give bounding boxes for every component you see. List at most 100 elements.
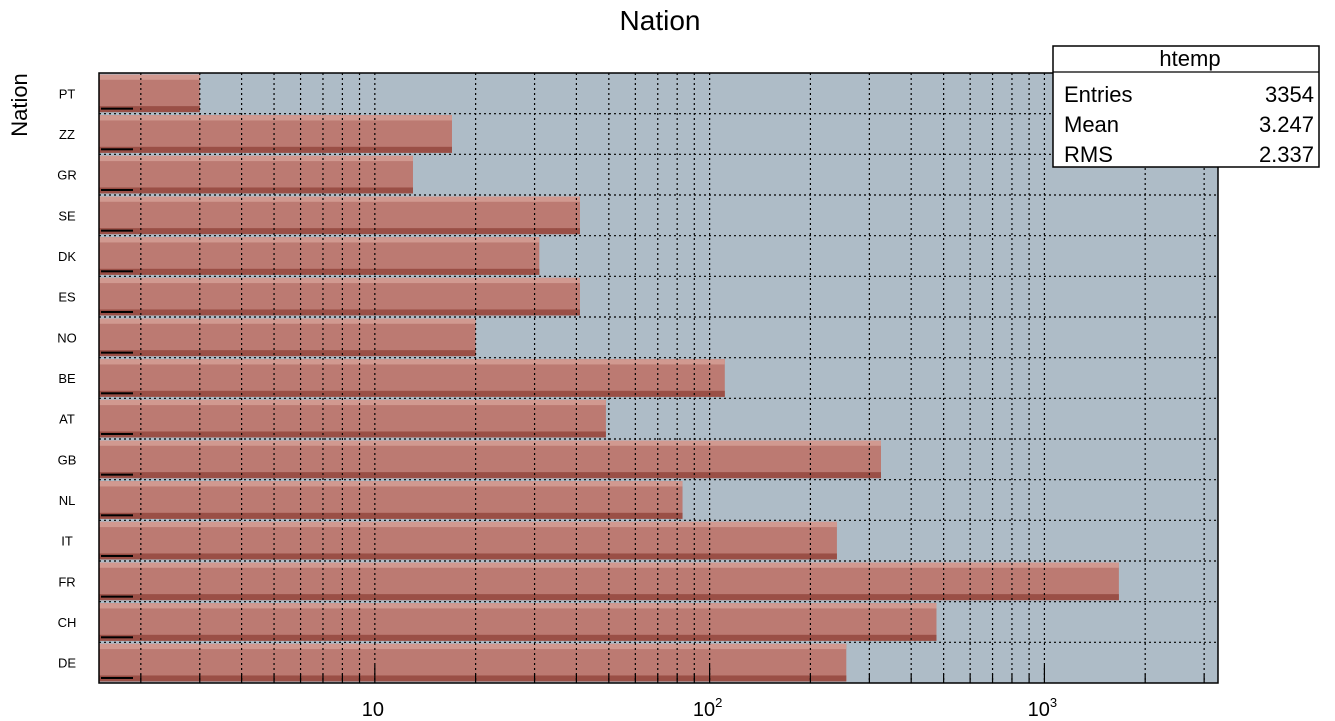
bar-baseline-mark [101, 392, 133, 395]
bar-highlight [99, 74, 200, 80]
bar-shadow [99, 512, 683, 519]
bar-highlight [99, 359, 725, 365]
bar-no [99, 318, 476, 357]
bar-highlight [99, 603, 937, 609]
x-tick-label: 103 [1028, 695, 1057, 721]
bar-highlight [99, 521, 837, 528]
bar-baseline-mark [101, 188, 133, 191]
bar-highlight [99, 196, 580, 202]
bar-de [99, 643, 847, 682]
bar-body [99, 521, 837, 560]
category-label: FR [58, 574, 75, 589]
bar-baseline-mark [101, 107, 133, 110]
stats-box-title: htemp [1159, 46, 1220, 71]
plot-frame [98, 72, 1219, 684]
bar-highlight [99, 481, 683, 487]
stats-entries-label: Entries [1064, 82, 1132, 107]
bar-baseline-mark [101, 554, 133, 557]
bar-shadow [99, 106, 200, 113]
stats-mean-label: Mean [1064, 112, 1119, 137]
stats-box: htemp Entries 3354 Mean 3.247 RMS 2.337 [1052, 45, 1320, 168]
category-label: BE [58, 371, 76, 386]
chart-title: Nation [620, 5, 701, 36]
bar-body [99, 440, 881, 479]
x-axis-ticks [140, 665, 1205, 683]
stats-rms-value: 2.337 [1259, 142, 1314, 167]
x-tick-labels: 10 102 103 [362, 695, 1057, 721]
bar-baseline-mark [101, 514, 133, 517]
bar-be [99, 359, 725, 397]
y-axis-label: Nation [7, 73, 32, 137]
bar-highlight [99, 562, 1119, 568]
bar-body [99, 277, 580, 316]
bar-baseline-mark [101, 676, 133, 679]
bar-shadow [99, 594, 1119, 601]
bar-se [99, 196, 580, 235]
bar-body [99, 359, 725, 397]
bar-shadow [99, 268, 540, 275]
category-label: ES [58, 290, 76, 305]
bar-gb [99, 440, 881, 479]
bar-dk [99, 237, 540, 275]
bar-gr [99, 155, 413, 194]
category-label: IT [61, 534, 73, 549]
stats-rms-label: RMS [1064, 142, 1113, 167]
bar-shadow [99, 350, 476, 357]
bar-baseline-mark [101, 351, 133, 354]
bar-body [99, 603, 937, 641]
category-label: GB [58, 452, 77, 467]
bar-highlight [99, 399, 606, 406]
bar-shadow [99, 675, 847, 682]
bar-pt [99, 74, 200, 113]
bar-shadow [99, 146, 452, 153]
x-tick-label: 102 [693, 695, 722, 721]
category-label: ZZ [59, 127, 75, 142]
category-label: PT [59, 86, 76, 101]
bar-shadow [99, 472, 881, 479]
bar-baseline-mark [101, 473, 133, 476]
bar-baseline-mark [101, 636, 133, 639]
category-label: DE [58, 656, 76, 671]
bar-shadow [99, 634, 937, 641]
category-label: GR [57, 168, 77, 183]
category-label: AT [59, 412, 75, 427]
bar-body [99, 115, 452, 153]
bar-body [99, 399, 606, 438]
bar-zz [99, 115, 452, 153]
bar-baseline-mark [101, 148, 133, 151]
bar-body [99, 318, 476, 357]
bar-baseline-mark [101, 432, 133, 435]
category-label: DK [58, 249, 76, 264]
bar-baseline-mark [101, 229, 133, 232]
bar-baseline-mark [101, 270, 133, 273]
bar-highlight [99, 318, 476, 324]
bar-it [99, 521, 837, 560]
category-label: NL [59, 493, 76, 508]
bar-body [99, 481, 683, 519]
bar-baseline-mark [101, 595, 133, 598]
bar-highlight [99, 155, 413, 162]
bar-highlight [99, 115, 452, 121]
bar-body [99, 196, 580, 235]
category-label: SE [58, 208, 76, 223]
bar-body [99, 155, 413, 194]
bar-shadow [99, 553, 837, 560]
bar-highlight [99, 277, 580, 284]
bar-nl [99, 481, 683, 519]
bar-shadow [99, 187, 413, 194]
bar-ch [99, 603, 937, 641]
category-label: CH [58, 615, 77, 630]
x-tick-label: 10 [362, 699, 384, 721]
bar-body [99, 237, 540, 275]
grid-layer [99, 73, 1218, 683]
category-label: NO [57, 330, 77, 345]
bar-highlight [99, 643, 847, 650]
bar-shadow [99, 390, 725, 397]
bar-shadow [99, 309, 580, 316]
stats-mean-value: 3.247 [1259, 112, 1314, 137]
bars-layer [99, 74, 1119, 682]
bar-shadow [99, 228, 580, 235]
category-labels: PT ZZ GR SE DK ES NO BE AT GB NL IT FR CH DE [57, 86, 77, 670]
bar-at [99, 399, 606, 438]
